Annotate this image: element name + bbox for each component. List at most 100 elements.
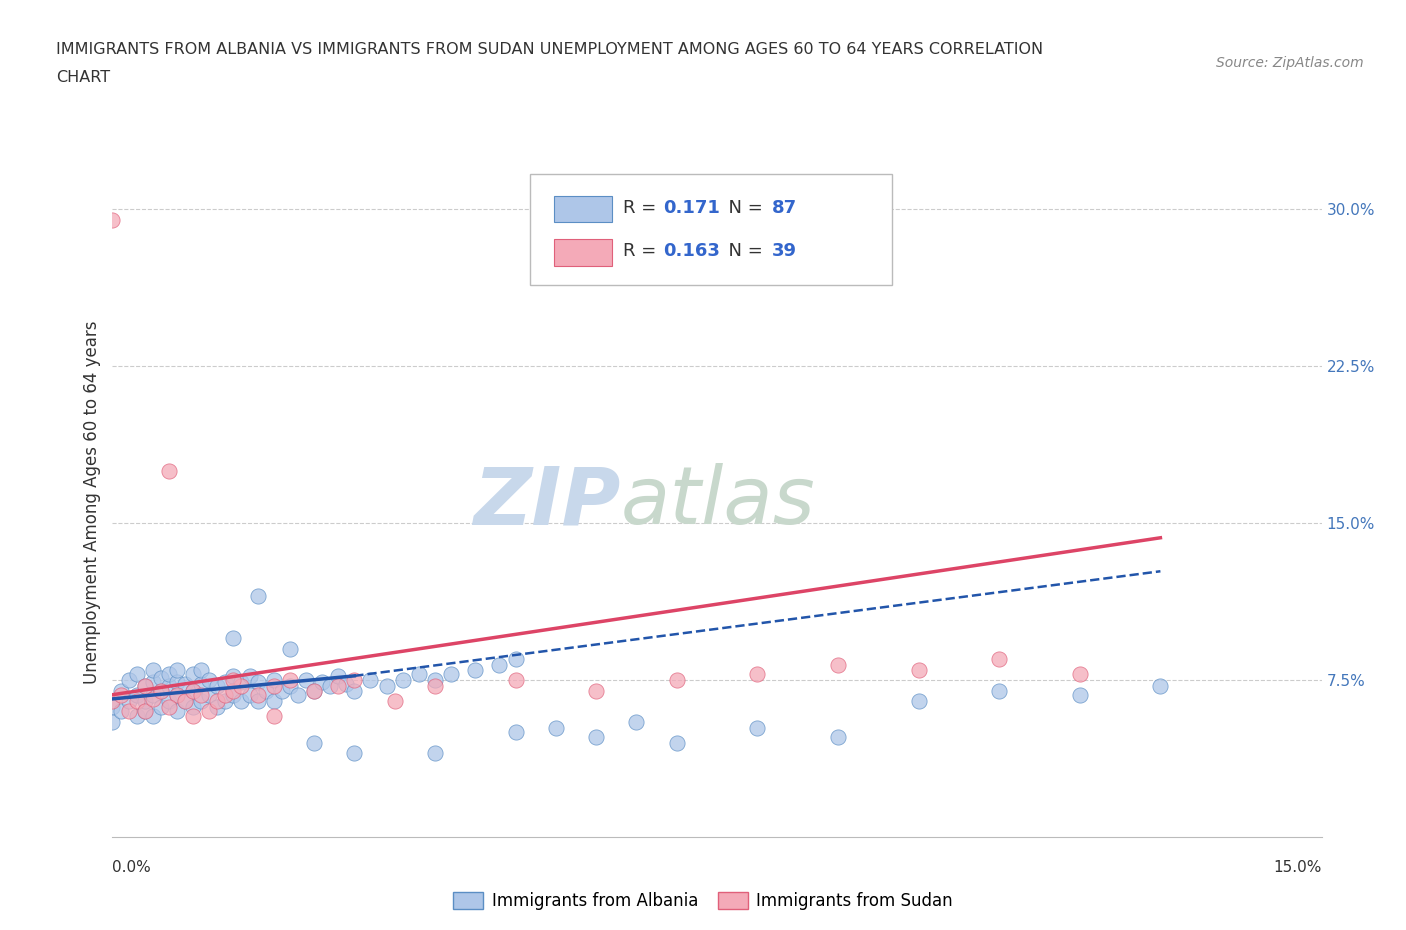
Point — [198, 672, 221, 687]
Point — [110, 704, 132, 719]
Point — [246, 589, 269, 604]
Point — [149, 683, 172, 698]
Point — [254, 683, 277, 698]
Point — [214, 687, 236, 702]
Text: ZIP: ZIP — [472, 463, 620, 541]
Point — [423, 672, 446, 687]
Legend: Immigrants from Albania, Immigrants from Sudan: Immigrants from Albania, Immigrants from… — [447, 885, 959, 917]
Point — [231, 694, 253, 709]
Point — [1069, 687, 1091, 702]
Point — [157, 463, 180, 478]
Text: atlas: atlas — [620, 463, 815, 541]
Point — [302, 683, 325, 698]
Text: 39: 39 — [772, 242, 796, 260]
Point — [287, 687, 309, 702]
Point — [408, 666, 430, 681]
Point — [198, 687, 221, 702]
Point — [101, 212, 124, 227]
Point — [440, 666, 463, 681]
Point — [134, 679, 156, 694]
Point — [278, 679, 301, 694]
Point — [222, 683, 245, 698]
Point — [190, 662, 212, 677]
Point — [544, 721, 567, 736]
Point — [827, 658, 849, 673]
Point — [181, 666, 204, 681]
Point — [166, 687, 188, 702]
Point — [423, 746, 446, 761]
Point — [423, 679, 446, 694]
Point — [665, 672, 688, 687]
Point — [988, 652, 1011, 667]
Point — [343, 672, 366, 687]
Point — [125, 709, 148, 724]
Point — [110, 687, 132, 702]
Point — [134, 679, 156, 694]
Point — [384, 694, 406, 709]
Point — [222, 669, 245, 684]
Point — [166, 687, 188, 702]
Point — [207, 694, 229, 709]
Point — [263, 694, 285, 709]
Point — [319, 679, 342, 694]
Point — [585, 683, 607, 698]
Point — [134, 704, 156, 719]
Point — [238, 687, 260, 702]
Point — [207, 679, 229, 694]
Text: CHART: CHART — [56, 70, 110, 85]
Point — [302, 683, 325, 698]
Point — [343, 746, 366, 761]
Point — [246, 694, 269, 709]
Point — [665, 736, 688, 751]
Point — [190, 687, 212, 702]
Point — [157, 700, 180, 715]
Point — [117, 694, 139, 709]
Point — [907, 662, 929, 677]
Point — [149, 700, 172, 715]
Point — [101, 694, 124, 709]
Text: N =: N = — [717, 242, 769, 260]
Point — [174, 694, 197, 709]
Point — [359, 672, 381, 687]
Point — [302, 736, 325, 751]
Point — [222, 631, 245, 645]
Point — [505, 652, 527, 667]
Point — [214, 694, 236, 709]
Point — [827, 729, 849, 744]
Point — [181, 709, 204, 724]
Point — [174, 694, 197, 709]
Point — [157, 694, 180, 709]
Point — [149, 683, 172, 698]
Point — [207, 700, 229, 715]
Point — [270, 683, 292, 698]
FancyBboxPatch shape — [554, 239, 612, 266]
Point — [328, 669, 350, 684]
Point — [222, 672, 245, 687]
Point — [101, 700, 124, 715]
Point — [335, 677, 357, 692]
Point — [231, 679, 253, 694]
Text: 87: 87 — [772, 199, 797, 217]
Text: 15.0%: 15.0% — [1274, 860, 1322, 875]
Point — [157, 679, 180, 694]
Point — [125, 694, 148, 709]
Point — [125, 666, 148, 681]
Point — [488, 658, 510, 673]
Point — [157, 666, 180, 681]
Point — [222, 687, 245, 702]
Point — [174, 677, 197, 692]
Point — [464, 662, 486, 677]
Point — [278, 642, 301, 657]
Text: IMMIGRANTS FROM ALBANIA VS IMMIGRANTS FROM SUDAN UNEMPLOYMENT AMONG AGES 60 TO 6: IMMIGRANTS FROM ALBANIA VS IMMIGRANTS FR… — [56, 42, 1043, 57]
Point — [328, 679, 350, 694]
Point — [343, 683, 366, 698]
Point — [505, 725, 527, 740]
Point — [190, 694, 212, 709]
FancyBboxPatch shape — [530, 174, 893, 285]
Point — [190, 677, 212, 692]
Point — [149, 671, 172, 685]
Point — [246, 675, 269, 690]
Y-axis label: Unemployment Among Ages 60 to 64 years: Unemployment Among Ages 60 to 64 years — [83, 321, 101, 684]
Point — [142, 662, 165, 677]
Point — [747, 666, 769, 681]
